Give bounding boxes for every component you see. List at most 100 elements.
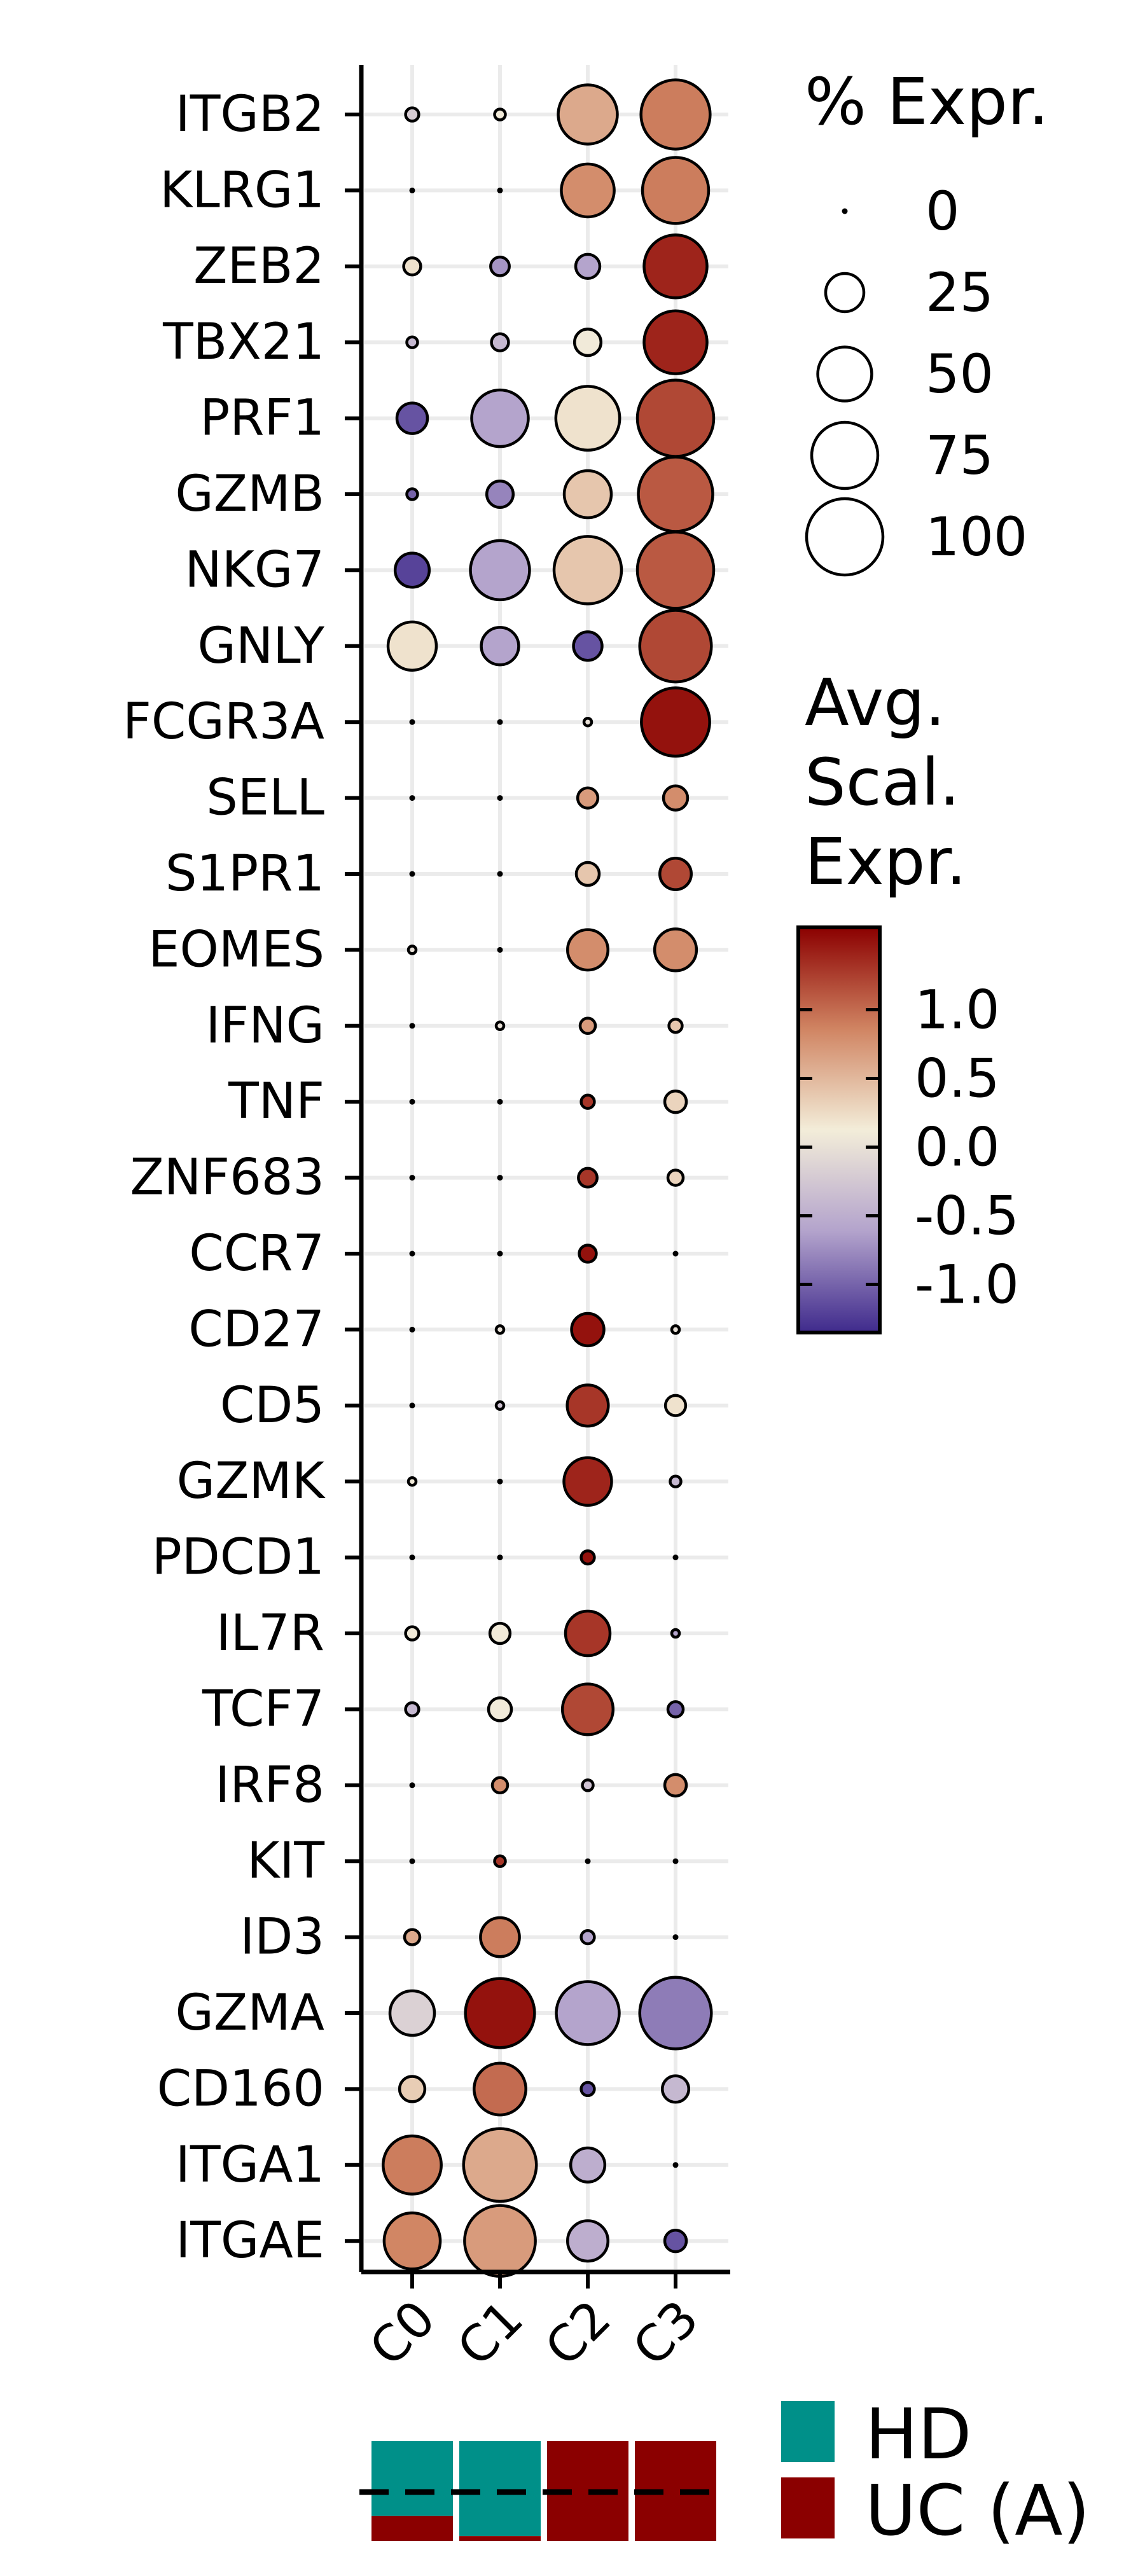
dot-cd27-c2 bbox=[570, 1312, 606, 1348]
dot-gnly-c1 bbox=[480, 626, 520, 667]
gene-label-pdcd1: PDCD1 bbox=[152, 1529, 324, 1586]
dot-id3-c1 bbox=[479, 1916, 521, 1958]
color-legend-title-line-1: Avg. bbox=[805, 665, 945, 741]
size-legend-dot-100 bbox=[805, 497, 885, 577]
dot-gzma-c2 bbox=[555, 1980, 621, 2046]
dot-tnf-c0 bbox=[409, 1098, 415, 1105]
gene-label-irf8: IRF8 bbox=[215, 1757, 324, 1814]
dot-cd5-c1 bbox=[494, 1400, 506, 1411]
gene-label-kit: KIT bbox=[247, 1832, 324, 1890]
gene-label-zeb2: ZEB2 bbox=[193, 238, 324, 295]
dot-ifng-c2 bbox=[578, 1016, 597, 1035]
dot-nkg7-c2 bbox=[552, 535, 623, 606]
axes bbox=[359, 65, 730, 2275]
color-tick-label-1: 0.5 bbox=[915, 1048, 1000, 1110]
size-legend-dot-25 bbox=[824, 272, 866, 314]
dot-ccr7-c0 bbox=[409, 1250, 415, 1257]
dot-sell-c1 bbox=[497, 795, 503, 801]
dot-prf1-c1 bbox=[470, 388, 530, 448]
dot-itga1-c2 bbox=[569, 2146, 607, 2184]
gene-label-tnf: TNF bbox=[228, 1073, 324, 1130]
dot-il7r-c3 bbox=[670, 1628, 681, 1639]
color-scale-bar bbox=[796, 925, 882, 1334]
dot-gzma-c0 bbox=[388, 1989, 436, 2037]
dot-zeb2-c0 bbox=[402, 256, 422, 277]
dot-itgb2-c2 bbox=[557, 83, 619, 146]
dot-gnly-c3 bbox=[638, 609, 713, 684]
dot-cd5-c3 bbox=[663, 1394, 688, 1417]
dot-ccr7-c3 bbox=[672, 1250, 679, 1257]
dot-klrg1-c2 bbox=[560, 162, 616, 219]
dot-ccr7-c2 bbox=[578, 1243, 598, 1264]
composition-uc-c1 bbox=[459, 2536, 541, 2541]
dot-s1pr1-c2 bbox=[574, 861, 601, 887]
dot-tbx21-c0 bbox=[405, 335, 419, 349]
dot-gnly-c2 bbox=[572, 630, 604, 662]
dot-itgb2-c3 bbox=[639, 78, 712, 151]
gene-label-gzma: GZMA bbox=[175, 1984, 324, 2042]
color-tick-label-0: 1.0 bbox=[915, 979, 1000, 1041]
size-legend-label-25: 25 bbox=[926, 261, 994, 324]
dot-itga1-c3 bbox=[672, 2162, 679, 2168]
dot-ifng-c3 bbox=[667, 1018, 684, 1034]
dot-fcgr3a-c0 bbox=[409, 719, 415, 725]
dot-irf8-c0 bbox=[409, 1782, 415, 1789]
size-legend-dot-50 bbox=[816, 345, 873, 403]
dot-prf1-c3 bbox=[635, 378, 716, 458]
dot-id3-c3 bbox=[672, 1934, 679, 1941]
dot-itgae-c1 bbox=[463, 2204, 537, 2278]
dot-il7r-c2 bbox=[564, 1609, 612, 1658]
dot-pdcd1-c1 bbox=[497, 1555, 503, 1561]
dot-itgb2-c1 bbox=[493, 107, 507, 121]
dot-nkg7-c1 bbox=[469, 539, 531, 602]
gene-label-cd160: CD160 bbox=[157, 2060, 324, 2117]
gene-label-cd27: CD27 bbox=[188, 1301, 324, 1358]
dot-gzmk-c3 bbox=[669, 1474, 683, 1488]
group-legend-label-hd: HD bbox=[865, 2393, 971, 2475]
dot-gzmb-c0 bbox=[405, 487, 419, 501]
gene-label-id3: ID3 bbox=[240, 1909, 324, 1966]
composition-hd-c1 bbox=[459, 2441, 541, 2537]
dot-irf8-c2 bbox=[581, 1778, 595, 1792]
dot-kit-c3 bbox=[672, 1858, 679, 1864]
dot-tcf7-c3 bbox=[666, 1700, 685, 1719]
cluster-label-c1: C1 bbox=[447, 2290, 534, 2377]
size-legend-dot-0 bbox=[842, 208, 848, 214]
dot-klrg1-c3 bbox=[641, 156, 711, 225]
color-legend-title-line-3: Expr. bbox=[805, 824, 967, 900]
composition-uc-c0 bbox=[371, 2516, 453, 2541]
group-legend-swatch-uc-a bbox=[781, 2477, 835, 2538]
dot-itgae-c2 bbox=[566, 2219, 609, 2263]
dot-zeb2-c1 bbox=[489, 255, 511, 277]
dot-nkg7-c0 bbox=[393, 551, 431, 589]
dot-pdcd1-c0 bbox=[409, 1555, 415, 1561]
dot-pdcd1-c2 bbox=[579, 1549, 596, 1566]
composition-hd-c0 bbox=[371, 2441, 453, 2516]
dot-fcgr3a-c2 bbox=[582, 716, 593, 728]
dot-s1pr1-c1 bbox=[497, 871, 503, 877]
cluster-label-c3: C3 bbox=[623, 2290, 710, 2377]
dot-cd27-c3 bbox=[670, 1324, 681, 1335]
gene-label-il7r: IL7R bbox=[216, 1605, 324, 1662]
dot-il7r-c1 bbox=[488, 1621, 512, 1645]
dot-gzmk-c0 bbox=[406, 1476, 418, 1487]
dot-eomes-c1 bbox=[497, 946, 503, 953]
group-legend-swatch-hd bbox=[781, 2401, 835, 2462]
dot-kit-c2 bbox=[585, 1858, 591, 1864]
dot-id3-c0 bbox=[403, 1928, 422, 1946]
dot-cd160-c3 bbox=[660, 2074, 691, 2104]
dot-itgae-c0 bbox=[382, 2211, 442, 2271]
dot-fcgr3a-c1 bbox=[497, 719, 503, 725]
gene-label-tcf7: TCF7 bbox=[202, 1680, 324, 1738]
cluster-label-c2: C2 bbox=[535, 2290, 622, 2377]
dot-eomes-c0 bbox=[406, 945, 418, 955]
dot-gzmk-c1 bbox=[497, 1478, 503, 1485]
dot-kit-c0 bbox=[409, 1858, 415, 1864]
group-legend-label-uc-a: UC (A) bbox=[865, 2470, 1090, 2551]
dot-il7r-c0 bbox=[404, 1625, 420, 1642]
size-legend-label-75: 75 bbox=[926, 424, 994, 487]
dot-itgb2-c0 bbox=[404, 106, 420, 123]
dot-s1pr1-c0 bbox=[409, 871, 415, 877]
